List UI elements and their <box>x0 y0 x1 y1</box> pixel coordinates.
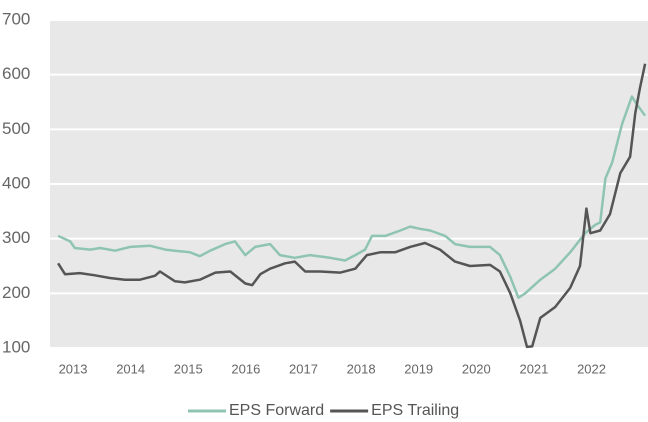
legend-label: EPS Forward <box>229 402 324 419</box>
x-tick-label: 2017 <box>289 361 318 376</box>
y-tick-label: 200 <box>2 283 30 302</box>
y-tick-label: 600 <box>2 64 30 83</box>
y-tick-label: 700 <box>2 9 30 28</box>
y-tick-label: 300 <box>2 228 30 247</box>
x-tick-label: 2016 <box>231 361 260 376</box>
x-tick-label: 2021 <box>519 361 548 376</box>
series-line <box>57 63 647 349</box>
x-tick-label: 2014 <box>116 361 145 376</box>
x-tick-label: 2022 <box>577 361 606 376</box>
x-tick-label: 2020 <box>462 361 491 376</box>
y-tick-label: 500 <box>2 119 30 138</box>
y-tick-label: 400 <box>2 173 30 192</box>
series-line <box>57 95 647 299</box>
y-tick-label: 100 <box>2 337 30 356</box>
x-tick-label: 2019 <box>404 361 433 376</box>
x-tick-label: 2013 <box>59 361 88 376</box>
legend-label: EPS Trailing <box>371 402 459 419</box>
x-tick-label: 2015 <box>174 361 203 376</box>
x-tick-label: 2018 <box>347 361 376 376</box>
